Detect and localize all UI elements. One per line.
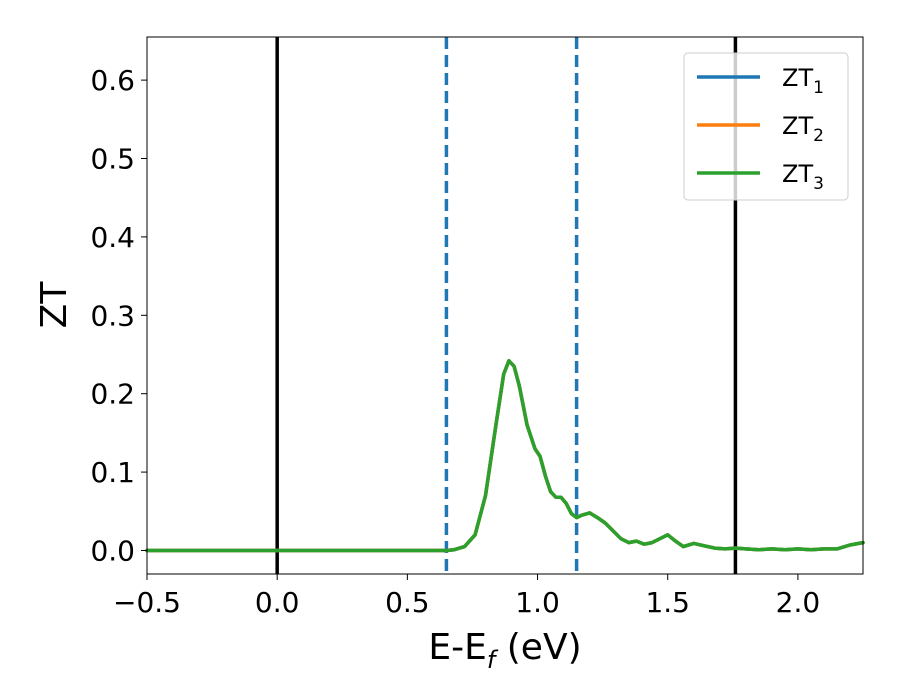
- x-tick-label: 2.0: [776, 586, 821, 619]
- legend-label-zt2: ZT2: [782, 112, 824, 146]
- y-tick-label: 0.3: [90, 299, 135, 332]
- x-tick-label: 0.0: [255, 586, 300, 619]
- y-axis-ticks: 0.0 0.1 0.2 0.3 0.4 0.5 0.6: [90, 64, 147, 567]
- x-axis-ticks: −0.5 0.0 0.5 1.0 1.5 2.0: [113, 574, 820, 619]
- series-lines: [145, 359, 865, 553]
- y-tick-label: 0.6: [90, 64, 135, 97]
- y-tick-label: 0.4: [90, 221, 135, 254]
- x-axis-title: E-Ef (eV): [428, 627, 581, 674]
- x-tick-label: 0.5: [385, 586, 430, 619]
- legend: ZT1 ZT2 ZT3: [683, 52, 849, 201]
- plot-frame: [146, 36, 864, 575]
- y-tick-label: 0.5: [90, 143, 135, 176]
- legend-box: [683, 52, 849, 201]
- series-line-zt3: [145, 359, 865, 553]
- legend-label-zt1: ZT1: [782, 64, 824, 98]
- x-tick-label: −0.5: [113, 586, 181, 619]
- y-tick-label: 0.2: [90, 378, 135, 411]
- y-tick-label: 0.0: [90, 534, 135, 567]
- y-axis-title: ZT: [34, 281, 75, 329]
- x-tick-label: 1.5: [645, 586, 690, 619]
- legend-label-zt3: ZT3: [782, 160, 824, 194]
- y-tick-label: 0.1: [90, 456, 135, 489]
- x-tick-label: 1.0: [515, 586, 560, 619]
